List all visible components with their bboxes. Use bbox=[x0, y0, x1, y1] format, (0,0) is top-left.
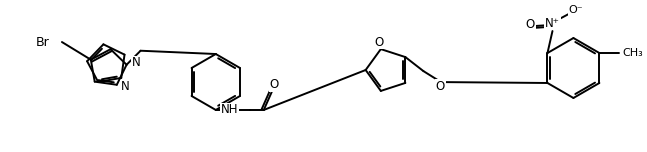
Text: O⁻: O⁻ bbox=[568, 5, 583, 15]
Text: Br: Br bbox=[36, 36, 50, 48]
Text: O: O bbox=[374, 36, 384, 49]
Text: O: O bbox=[435, 79, 445, 93]
Text: N: N bbox=[131, 56, 140, 69]
Text: NH: NH bbox=[221, 104, 239, 116]
Text: N⁺: N⁺ bbox=[545, 17, 560, 29]
Text: N: N bbox=[121, 80, 129, 93]
Text: O: O bbox=[526, 17, 535, 31]
Text: O: O bbox=[269, 78, 278, 92]
Text: CH₃: CH₃ bbox=[622, 48, 643, 58]
